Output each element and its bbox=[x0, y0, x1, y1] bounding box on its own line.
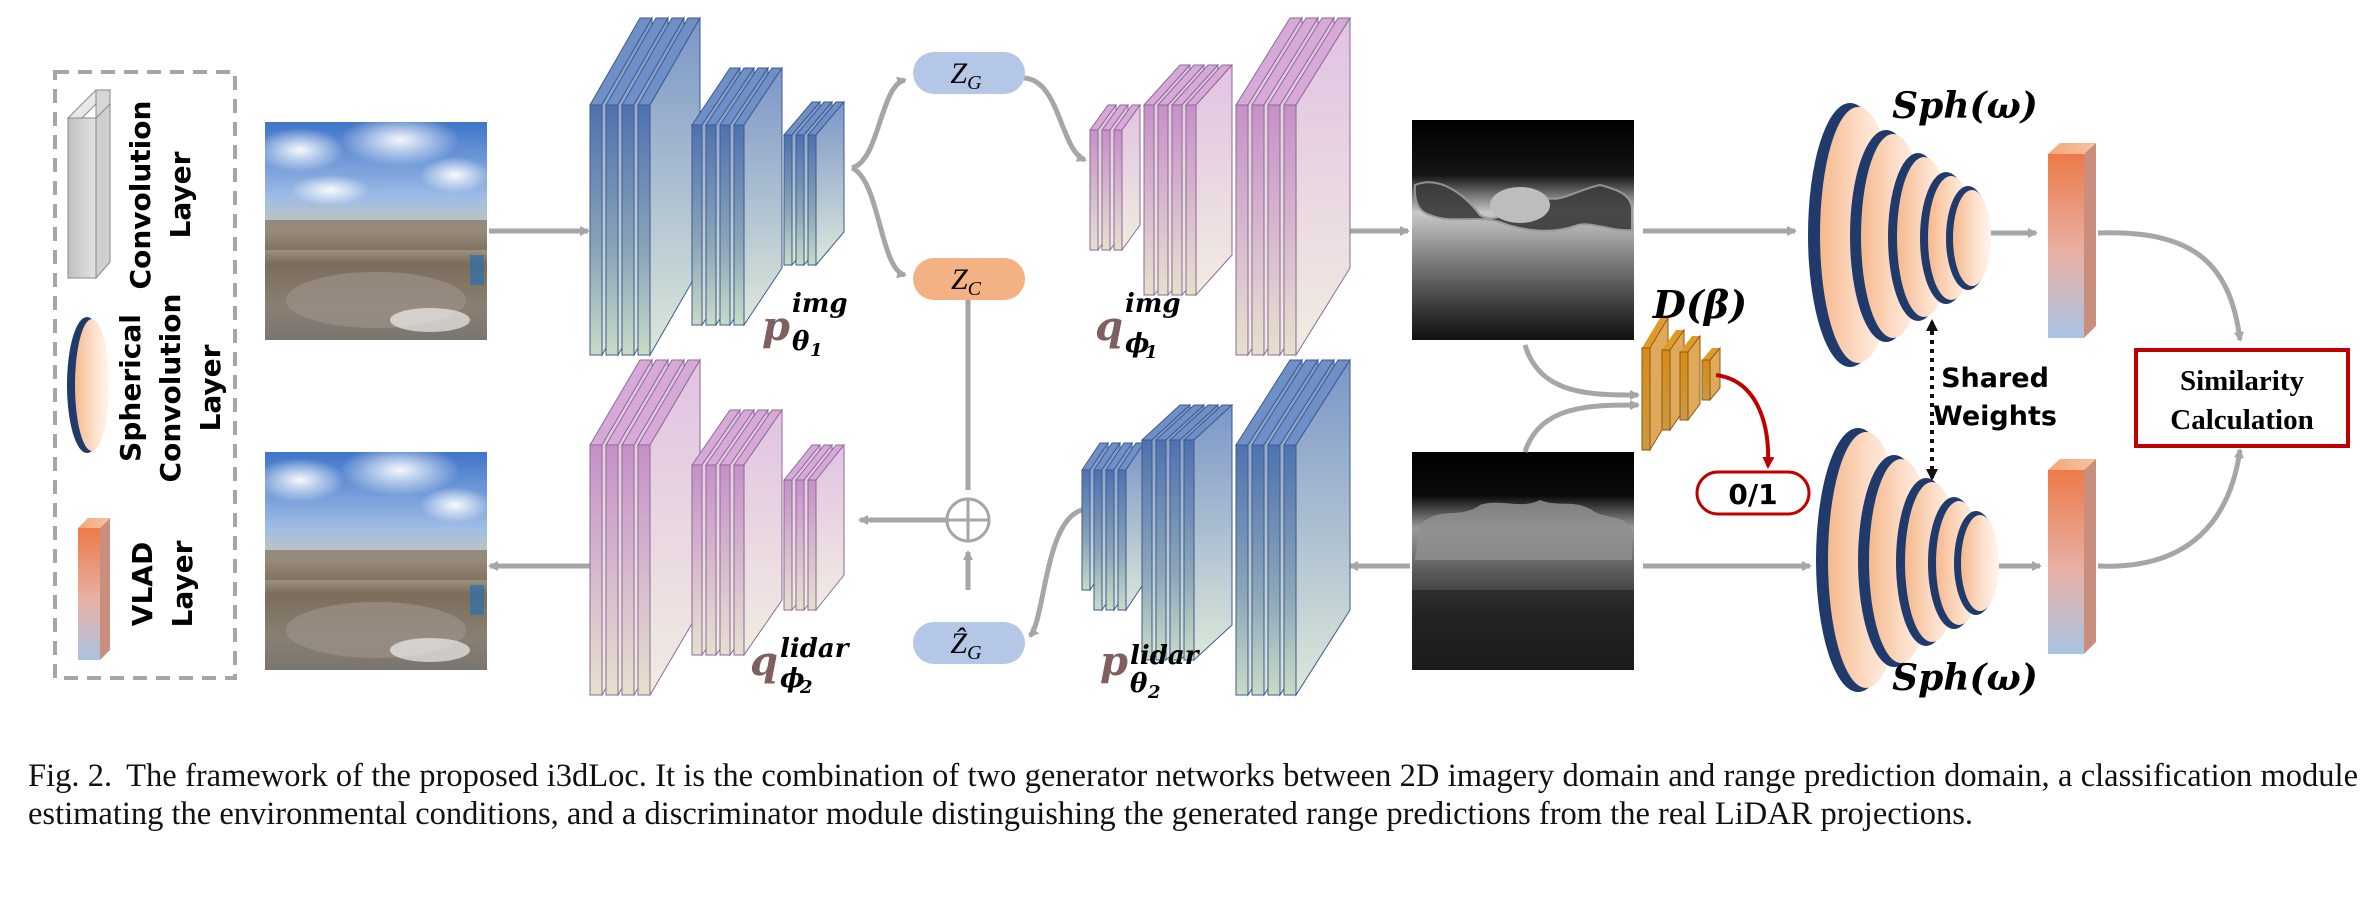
shared-weights-label-1: Shared bbox=[1941, 363, 2049, 394]
q-img-subscript-index: 1 bbox=[1145, 342, 1158, 363]
decoder-q-lidar bbox=[589, 358, 846, 697]
q-img-superscript: img bbox=[1125, 289, 1181, 319]
z-g-hat-subscript: G bbox=[967, 642, 982, 664]
spherical-convolution-stack-bottom bbox=[1816, 428, 1999, 692]
legend-sph-label-1: Spherical bbox=[114, 314, 147, 462]
q-lidar-superscript: lidar bbox=[780, 634, 851, 664]
p-lidar-subscript-index: 2 bbox=[1147, 682, 1161, 703]
p-img-subscript-index: 1 bbox=[810, 340, 823, 361]
svg-text:ZG: ZG bbox=[950, 57, 982, 94]
legend-border bbox=[53, 70, 237, 680]
q-img-symbol: q bbox=[1095, 303, 1123, 350]
encoder-p-lidar bbox=[1081, 358, 1351, 697]
label-p-img: p img θ 1 bbox=[762, 289, 848, 361]
generated-range-image bbox=[1412, 120, 1634, 340]
similarity-label-2: Calculation bbox=[2170, 404, 2313, 436]
latent-node-z-g: ZG bbox=[913, 52, 1025, 94]
discriminator-network bbox=[1641, 316, 1721, 452]
vlad-layer-icon bbox=[78, 518, 110, 660]
z-g-hat-symbol: Ẑ bbox=[950, 627, 967, 660]
decoder-q-img bbox=[1089, 16, 1351, 357]
discriminator-label: D(β) bbox=[1652, 282, 1747, 327]
p-img-subscript: θ bbox=[792, 327, 810, 357]
input-panorama-image bbox=[255, 114, 490, 340]
q-lidar-subscript-index: 2 bbox=[799, 677, 813, 698]
q-img-subscript: ϕ bbox=[1125, 329, 1149, 359]
legend-sph-label-2: Convolution bbox=[154, 294, 187, 483]
reconstructed-panorama-image bbox=[255, 444, 490, 670]
p-lidar-symbol: p bbox=[1100, 638, 1128, 685]
vlad-layer-top bbox=[2048, 143, 2096, 338]
p-lidar-subscript: θ bbox=[1130, 669, 1148, 699]
legend-vlad-label-2: Layer bbox=[166, 540, 199, 627]
figure-caption-text: The framework of the proposed i3dLoc. It… bbox=[28, 758, 2358, 832]
sph-label-top: Sph(ω) bbox=[1892, 85, 2038, 127]
encoder-p-img bbox=[589, 16, 846, 357]
label-q-img: q img ϕ 1 bbox=[1095, 289, 1181, 363]
binary-output-label: 0/1 bbox=[1728, 478, 1777, 511]
legend-vlad-label-1: VLAD bbox=[126, 542, 159, 626]
label-q-lidar: q lidar ϕ 2 bbox=[750, 634, 851, 698]
figure-caption-label: Fig. 2. bbox=[28, 758, 113, 794]
sph-label-bottom: Sph(ω) bbox=[1892, 657, 2038, 699]
shared-weights-label-2: Weights bbox=[1933, 401, 2057, 432]
similarity-calculation-box: Similarity Calculation bbox=[2134, 348, 2350, 448]
legend-conv-label-2: Layer bbox=[164, 151, 197, 238]
binary-output-node: 0/1 bbox=[1695, 470, 1811, 516]
latent-node-z-g-hat: ẐG bbox=[913, 622, 1025, 664]
legend-conv-label-1: Convolution bbox=[124, 101, 157, 290]
vlad-layer-bottom bbox=[2048, 459, 2096, 654]
q-lidar-symbol: q bbox=[750, 638, 778, 685]
similarity-label-1: Similarity bbox=[2180, 365, 2305, 397]
q-lidar-subscript: ϕ bbox=[780, 664, 804, 694]
z-g-subscript: G bbox=[967, 72, 982, 94]
flow-arrows bbox=[488, 75, 2244, 638]
convolution-layer-icon bbox=[66, 89, 112, 280]
p-img-symbol: p bbox=[762, 303, 790, 350]
p-img-superscript: img bbox=[792, 289, 848, 319]
figure-caption: Fig. 2. The framework of the proposed i3d… bbox=[28, 757, 2358, 833]
spherical-convolution-layer-icon bbox=[67, 317, 109, 453]
z-g-symbol: Z bbox=[950, 57, 967, 90]
svg-text:ẐG: ẐG bbox=[950, 627, 982, 664]
z-c-subscript: C bbox=[968, 278, 982, 300]
latent-node-z-c: ZC bbox=[913, 258, 1025, 300]
concatenation-operator bbox=[945, 497, 991, 543]
z-c-symbol: Z bbox=[951, 263, 968, 296]
svg-text:ZC: ZC bbox=[951, 263, 982, 300]
legend: Convolution Layer Spherical Convolution … bbox=[53, 70, 237, 680]
real-lidar-projection-image bbox=[1412, 452, 1634, 670]
discriminator-output-arrow bbox=[1715, 373, 1775, 469]
legend-sph-label-3: Layer bbox=[194, 344, 227, 431]
spherical-convolution-stack-top bbox=[1808, 103, 1991, 367]
label-p-lidar: p lidar θ 2 bbox=[1100, 638, 1201, 703]
p-lidar-superscript: lidar bbox=[1130, 641, 1201, 671]
